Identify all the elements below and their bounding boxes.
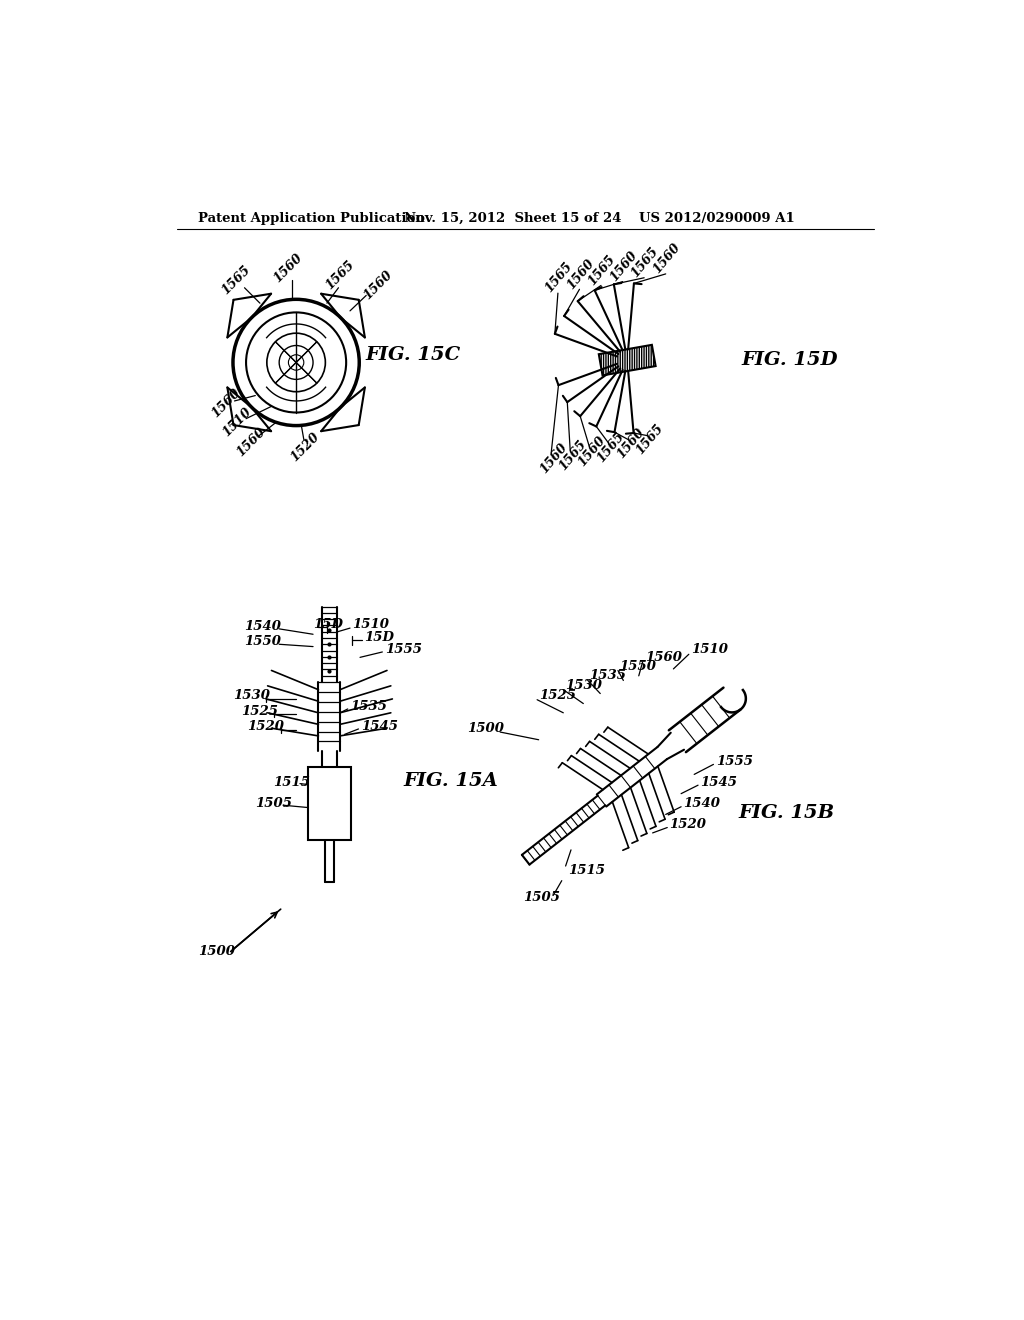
Text: 1540: 1540 <box>245 620 282 634</box>
Text: 1505: 1505 <box>255 797 292 810</box>
Text: 1565: 1565 <box>323 259 357 293</box>
Polygon shape <box>599 345 655 375</box>
Text: 1565: 1565 <box>543 260 574 296</box>
Text: 1510: 1510 <box>220 405 254 438</box>
Text: FIG. 15C: FIG. 15C <box>366 346 461 364</box>
Text: 1560: 1560 <box>270 252 305 285</box>
Text: 1560: 1560 <box>650 242 683 276</box>
Text: 1560: 1560 <box>564 256 597 292</box>
Text: Nov. 15, 2012  Sheet 15 of 24: Nov. 15, 2012 Sheet 15 of 24 <box>403 213 622 224</box>
Text: 1550: 1550 <box>620 660 656 673</box>
Text: 1530: 1530 <box>233 689 270 702</box>
Text: FIG. 15B: FIG. 15B <box>739 804 835 822</box>
Text: 1520: 1520 <box>248 721 285 733</box>
Text: 1550: 1550 <box>245 635 282 648</box>
Text: 1560: 1560 <box>607 248 640 284</box>
Text: 15D: 15D <box>364 631 394 644</box>
Bar <box>307 767 351 840</box>
Text: Patent Application Publication: Patent Application Publication <box>199 213 425 224</box>
Text: 1520: 1520 <box>289 430 323 465</box>
Text: 1535: 1535 <box>589 669 626 682</box>
Text: 1555: 1555 <box>716 755 753 768</box>
Text: FIG. 15D: FIG. 15D <box>741 351 838 370</box>
Text: 1505: 1505 <box>523 891 560 904</box>
Text: 1535: 1535 <box>350 700 387 713</box>
Text: 1555: 1555 <box>385 643 422 656</box>
Text: 1510: 1510 <box>691 643 728 656</box>
Text: 1530: 1530 <box>565 680 602 693</box>
Text: 1500: 1500 <box>467 722 504 735</box>
Text: US 2012/0290009 A1: US 2012/0290009 A1 <box>639 213 795 224</box>
Text: 1540: 1540 <box>683 797 721 810</box>
Text: 1565: 1565 <box>219 263 253 297</box>
Text: 1500: 1500 <box>199 945 236 958</box>
Text: 1560: 1560 <box>234 425 268 459</box>
Text: 1565: 1565 <box>634 422 666 457</box>
Text: 1565: 1565 <box>629 244 662 280</box>
Text: 1545: 1545 <box>361 721 398 733</box>
Text: 1565: 1565 <box>586 252 618 288</box>
Text: 1515: 1515 <box>568 865 605 878</box>
Text: 1565: 1565 <box>556 437 589 473</box>
Text: 1560: 1560 <box>614 426 646 461</box>
Text: 1560: 1560 <box>645 651 682 664</box>
Text: 1525: 1525 <box>241 705 278 718</box>
Text: 1545: 1545 <box>700 776 737 788</box>
Text: 15D: 15D <box>313 618 343 631</box>
Text: 1515: 1515 <box>273 776 310 788</box>
Text: 1565: 1565 <box>595 429 628 465</box>
Text: 1510: 1510 <box>352 618 389 631</box>
Text: 1525: 1525 <box>539 689 575 702</box>
Text: 1560: 1560 <box>538 441 569 477</box>
Text: 1560: 1560 <box>575 433 608 469</box>
Text: 1560: 1560 <box>361 268 395 302</box>
Text: 1520: 1520 <box>670 818 707 832</box>
Text: 1560: 1560 <box>209 387 243 420</box>
Text: FIG. 15A: FIG. 15A <box>403 772 499 789</box>
